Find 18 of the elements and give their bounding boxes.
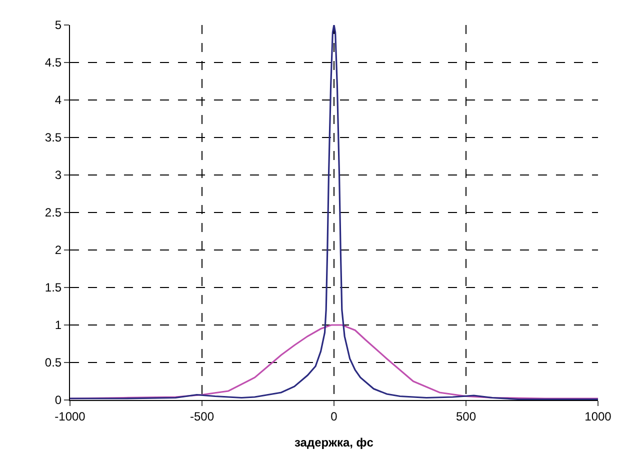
y-tick-label: 0.5	[44, 356, 62, 370]
y-tick-label: 2	[54, 243, 62, 258]
x-tick-label: 500	[456, 409, 476, 424]
y-tick-label: 0	[54, 393, 62, 408]
x-tick-label: 1000	[584, 409, 612, 424]
y-tick-label: 5	[54, 18, 62, 32]
line-series	[70, 25, 598, 400]
y-tick-label: 1.5	[44, 280, 62, 295]
x-axis-title: задержка, фс	[294, 435, 374, 450]
y-tick-label: 4	[54, 93, 62, 108]
y-tick-label: 3	[54, 168, 62, 182]
x-tick-label: 0	[330, 409, 338, 424]
x-tick-label: -1000	[54, 409, 86, 424]
x-tick-label: -500	[190, 409, 214, 424]
y-tick-label: 4.5	[44, 56, 62, 70]
y-tick-label: 1	[54, 318, 62, 332]
y-tick-label: 2.5	[44, 206, 62, 220]
y-tick-label: 3.5	[44, 130, 62, 145]
